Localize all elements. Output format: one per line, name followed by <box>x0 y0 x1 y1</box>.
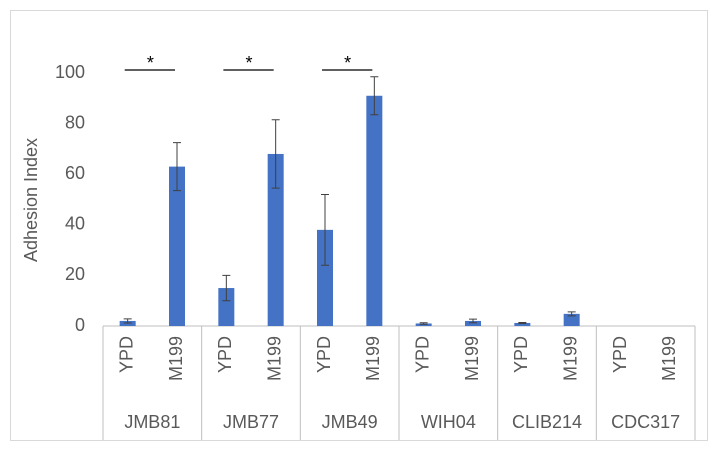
x-tick-label: YPD <box>511 336 531 373</box>
bar <box>267 153 284 326</box>
error-bar <box>123 318 132 324</box>
bar <box>218 288 235 326</box>
x-tick-label: YPD <box>412 336 432 373</box>
group-label: CLIB214 <box>512 412 582 432</box>
x-tick-label: YPD <box>314 336 334 373</box>
bar <box>563 313 580 326</box>
significance-marker: * <box>147 53 154 73</box>
group-label: CDC317 <box>611 412 680 432</box>
y-tick-label: 40 <box>65 214 85 234</box>
x-tick-label: M199 <box>363 336 383 381</box>
y-tick-label: 100 <box>55 62 85 82</box>
significance-marker: * <box>344 53 351 73</box>
y-tick-label: 60 <box>65 163 85 183</box>
bar <box>415 323 432 326</box>
bar <box>119 320 136 326</box>
group-label: WIH04 <box>421 412 476 432</box>
significance-marker: * <box>246 53 253 73</box>
error-bar <box>321 193 329 266</box>
y-axis-title: Adhesion Index <box>21 138 41 262</box>
x-tick-label: M199 <box>462 336 482 381</box>
x-tick-label: M199 <box>264 336 284 381</box>
y-tick-label: 20 <box>65 264 85 284</box>
x-tick-label: M199 <box>659 336 679 381</box>
y-tick-label: 0 <box>75 315 85 335</box>
error-bar <box>518 321 527 324</box>
bar <box>514 322 531 326</box>
error-bar <box>567 311 576 317</box>
bar <box>169 166 185 326</box>
error-bar <box>271 119 280 189</box>
x-tick-label: YPD <box>610 336 630 373</box>
group-label: JMB49 <box>322 412 378 432</box>
x-tick-label: YPD <box>215 336 235 373</box>
x-tick-label: M199 <box>166 336 186 381</box>
error-bar <box>370 76 379 116</box>
error-bar <box>222 274 231 302</box>
bar <box>465 320 481 326</box>
error-bar <box>419 322 428 325</box>
error-bar <box>469 318 477 324</box>
error-bar <box>173 142 181 192</box>
x-tick-label: YPD <box>116 336 136 373</box>
bar <box>366 95 383 327</box>
x-tick-label: M199 <box>560 336 580 381</box>
group-label: JMB81 <box>124 412 180 432</box>
chart-frame <box>10 10 708 441</box>
bar <box>317 229 333 326</box>
y-tick-label: 80 <box>65 112 85 132</box>
group-label: JMB77 <box>223 412 279 432</box>
